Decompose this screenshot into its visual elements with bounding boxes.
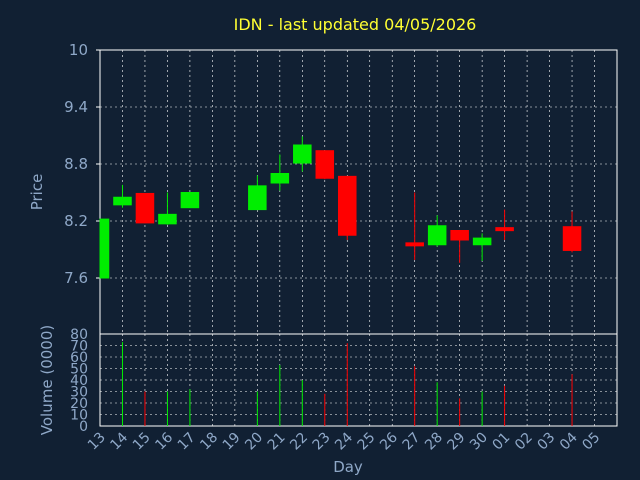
x-tick-label: 01	[490, 430, 514, 454]
candle-body	[99, 218, 110, 279]
candle-body	[293, 144, 312, 164]
x-tick-label: 30	[467, 430, 491, 454]
price-tick-label: 9.4	[64, 98, 88, 116]
candle-body	[248, 185, 267, 211]
x-tick-label: 15	[130, 430, 154, 454]
x-tick-label: 17	[175, 430, 199, 454]
x-tick-label: 16	[152, 429, 176, 453]
volume-tick-label: 30	[70, 385, 88, 401]
candle-body	[315, 150, 335, 179]
price-axis-label: Price	[28, 174, 46, 211]
price-y-ticks: 10 9.4 8.8 8.2 7.6	[64, 41, 100, 287]
x-tick-label: 05	[579, 430, 603, 454]
candle-body	[113, 196, 132, 206]
x-tick-label: 14	[107, 429, 131, 453]
volume-tick-label: 80	[70, 327, 88, 343]
price-grid	[99, 49, 617, 334]
price-tick-label: 8.2	[64, 212, 88, 230]
x-tick-label: 04	[557, 429, 581, 453]
volume-tick-label: 70	[70, 339, 88, 355]
x-tick-label: 13	[85, 430, 109, 454]
volume-tick-label: 50	[70, 362, 88, 378]
x-tick-label: 29	[445, 430, 469, 454]
candle-body	[405, 242, 424, 247]
x-tick-label: 28	[422, 430, 446, 454]
candle-body	[427, 225, 447, 246]
candle-body	[270, 173, 290, 184]
x-tick-label: 25	[355, 430, 379, 454]
x-tick-label: 02	[512, 430, 536, 454]
volume-axis-label: Volume (0000)	[38, 325, 56, 435]
price-tick-label: 7.6	[64, 269, 88, 287]
x-tick-label: 27	[400, 430, 424, 454]
x-tick-label: 19	[220, 430, 244, 454]
x-tick-label: 03	[534, 430, 558, 454]
x-axis-label: Day	[333, 458, 363, 476]
volume-grid	[99, 333, 617, 427]
candles	[99, 136, 582, 279]
volume-bars	[121, 342, 573, 426]
volume-tick-label: 40	[70, 373, 88, 389]
price-tick-label: 8.8	[64, 155, 88, 173]
volume-tick-label: 0	[79, 419, 88, 435]
price-tick-label: 10	[69, 41, 88, 59]
volume-tick-label: 10	[70, 408, 88, 424]
chart-title: IDN - last updated 04/05/2026	[234, 15, 477, 34]
x-tick-label: 22	[287, 430, 311, 454]
x-ticks: 1314151617181920212223242526272829300102…	[85, 429, 603, 453]
candle-body	[158, 213, 177, 225]
volume-plot-frame	[99, 333, 618, 427]
candle-body	[472, 237, 492, 246]
x-tick-label: 21	[265, 430, 289, 454]
candle-body	[495, 227, 514, 232]
candle-body	[180, 192, 200, 209]
volume-tick-label: 20	[70, 396, 88, 412]
x-tick-label: 23	[310, 430, 334, 454]
x-tick-label: 20	[242, 430, 266, 454]
candle-body	[562, 226, 582, 251]
x-tick-label: 26	[377, 429, 401, 453]
candle-body	[450, 230, 469, 241]
candle-body	[135, 192, 155, 224]
price-plot-frame	[99, 49, 618, 335]
x-tick-label: 24	[332, 429, 356, 453]
candle-body	[337, 175, 357, 236]
x-tick-label: 18	[197, 430, 221, 454]
volume-tick-label: 60	[70, 350, 88, 366]
